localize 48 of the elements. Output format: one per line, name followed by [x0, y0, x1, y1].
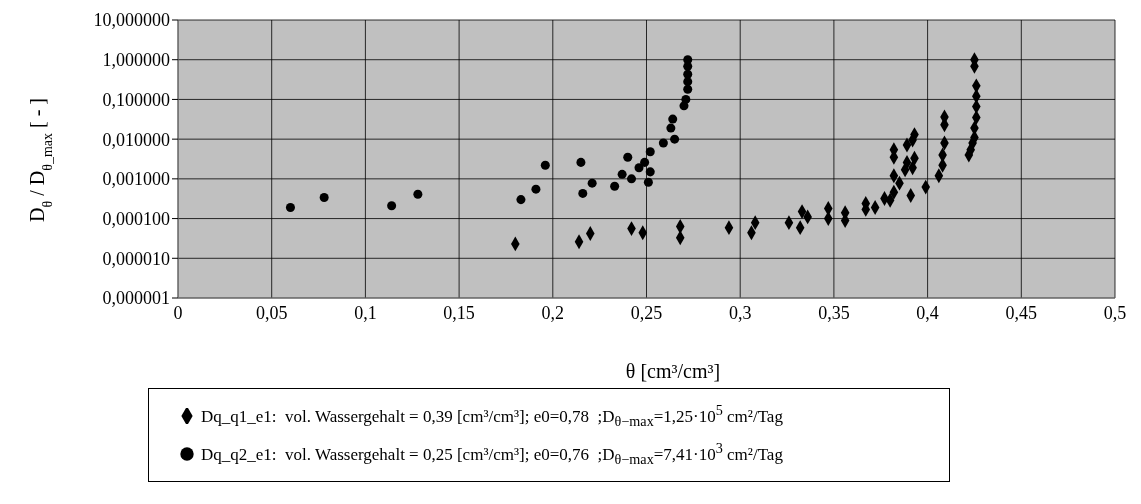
- x-tick-label: 0,35: [818, 302, 850, 323]
- y-tick-label: 1,000000: [102, 50, 170, 71]
- point: [683, 84, 693, 94]
- point: [640, 157, 650, 167]
- point: [516, 195, 526, 205]
- point: [587, 178, 597, 188]
- point: [413, 189, 423, 199]
- point: [387, 201, 397, 211]
- point: [610, 181, 620, 191]
- point: [643, 177, 653, 187]
- y-tick-label: 0,000010: [102, 248, 170, 269]
- point: [578, 188, 588, 198]
- point: [617, 169, 627, 179]
- x-tick-label: 0,3: [728, 302, 752, 323]
- x-tick-label: 0,4: [916, 302, 939, 323]
- point: [623, 152, 633, 162]
- legend-label: Dq_q2_e1: vol. Wassergehalt = 0,25 [cm³/cm³]; e0=0,76 ;D$_{θ−max}$=7,41·10$^{3}$ cm²/Tag: [201, 439, 783, 469]
- y-tick-label: 10,000000: [93, 10, 170, 31]
- y-tick-label: 0,000001: [102, 288, 170, 309]
- x-tick-label: 0,25: [630, 302, 663, 323]
- point: [645, 147, 655, 157]
- x-tick-label: 0,15: [443, 302, 475, 323]
- y-tick-label: 0,001000: [102, 169, 170, 190]
- point: [319, 192, 329, 202]
- point: [681, 94, 691, 104]
- x-axis-title: θ [cm³/cm³]: [625, 360, 721, 382]
- point: [670, 134, 680, 144]
- x-tick-label: 0,45: [1005, 302, 1038, 323]
- x-tick-label: 0,1: [354, 302, 377, 323]
- point: [668, 114, 678, 124]
- point: [683, 69, 693, 79]
- y-tick-label: 0,100000: [102, 89, 170, 110]
- point: [645, 167, 655, 177]
- x-tick-label: 0,5: [1103, 302, 1127, 323]
- x-tick-label: 0: [173, 302, 183, 323]
- point: [683, 77, 693, 87]
- x-tick-label: 0,05: [255, 302, 288, 323]
- point: [658, 138, 668, 148]
- point: [540, 160, 550, 170]
- point: [666, 123, 676, 133]
- legend-label: Dq_q1_e1: vol. Wassergehalt = 0,39 [cm³/cm³]; e0=0,78 ;D$_{θ−max}$=1,25·10$^{5}$ cm²/Tag: [201, 401, 783, 431]
- y-tick-label: 0,000100: [102, 208, 170, 229]
- point: [626, 174, 637, 184]
- x-tick-label: 0,2: [541, 302, 565, 323]
- y-tick-label: 0,010000: [102, 129, 170, 150]
- point: [285, 203, 295, 213]
- point: [576, 157, 586, 167]
- point: [531, 184, 541, 194]
